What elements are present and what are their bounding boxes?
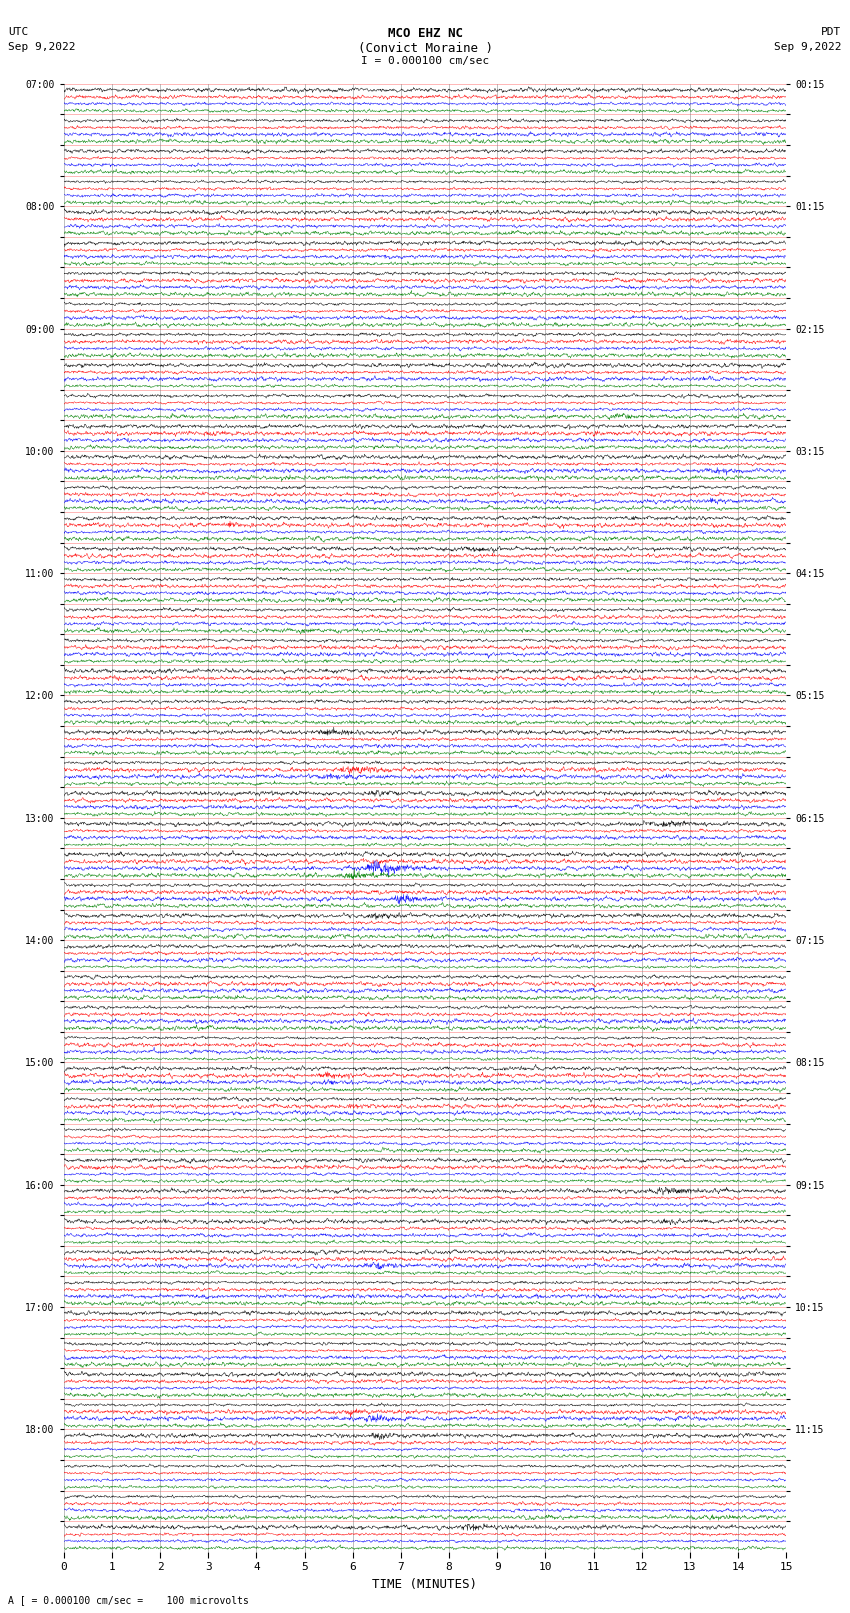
- Text: I = 0.000100 cm/sec: I = 0.000100 cm/sec: [361, 56, 489, 66]
- Text: MCO EHZ NC: MCO EHZ NC: [388, 27, 462, 40]
- X-axis label: TIME (MINUTES): TIME (MINUTES): [372, 1578, 478, 1590]
- Text: Sep 9,2022: Sep 9,2022: [8, 42, 76, 52]
- Text: (Convict Moraine ): (Convict Moraine ): [358, 42, 492, 55]
- Text: Sep 9,2022: Sep 9,2022: [774, 42, 842, 52]
- Text: PDT: PDT: [821, 27, 842, 37]
- Text: A [ = 0.000100 cm/sec =    100 microvolts: A [ = 0.000100 cm/sec = 100 microvolts: [8, 1595, 249, 1605]
- Text: UTC: UTC: [8, 27, 29, 37]
